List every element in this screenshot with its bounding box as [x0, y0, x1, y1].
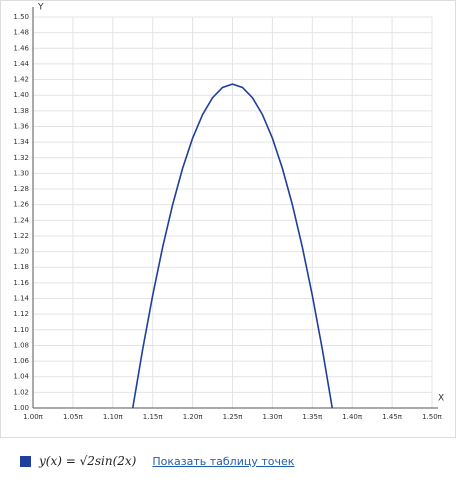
x-tick-label: 1.20π	[183, 413, 204, 421]
y-tick-label: 1.02	[13, 388, 29, 396]
y-tick-label: 1.06	[13, 357, 29, 365]
y-tick-label: 1.44	[13, 60, 29, 68]
points-table-link[interactable]: Показать таблицу точек	[152, 454, 295, 468]
y-tick-label: 1.32	[13, 154, 29, 162]
legend: y(x) = √2sin(2x) Показать таблицу точек	[20, 454, 294, 468]
y-tick-label: 1.26	[13, 201, 29, 209]
y-tick-label: 1.10	[13, 326, 29, 334]
x-tick-label: 1.30π	[262, 413, 283, 421]
x-axis-label: X	[438, 394, 444, 404]
y-tick-label: 1.16	[13, 279, 29, 287]
y-tick-label: 1.30	[13, 169, 29, 177]
y-tick-label: 1.20	[13, 248, 29, 256]
y-tick-label: 1.42	[13, 76, 29, 84]
y-tick-label: 1.50	[13, 13, 29, 21]
x-tick-label: 1.40π	[342, 413, 363, 421]
y-tick-label: 1.04	[13, 373, 29, 381]
y-tick-label: 1.00	[13, 404, 29, 412]
y-tick-label: 1.22	[13, 232, 29, 240]
y-tick-label: 1.14	[13, 295, 29, 303]
y-tick-label: 1.12	[13, 310, 29, 318]
y-axis-label: Y	[37, 3, 44, 13]
y-tick-label: 1.40	[13, 91, 29, 99]
y-tick-label: 1.28	[13, 185, 29, 193]
x-tick-label: 1.05π	[63, 413, 84, 421]
x-tick-label: 1.35π	[302, 413, 323, 421]
x-tick-label: 1.50π	[422, 413, 443, 421]
x-tick-label: 1.10π	[103, 413, 124, 421]
y-tick-label: 1.34	[13, 138, 29, 146]
legend-label: y(x) = √2sin(2x)	[39, 454, 137, 468]
x-tick-label: 1.15π	[143, 413, 164, 421]
x-tick-label: 1.25π	[223, 413, 244, 421]
y-tick-label: 1.18	[13, 263, 29, 271]
y-tick-label: 1.38	[13, 107, 29, 115]
y-tick-label: 1.24	[13, 216, 29, 224]
chart: X Y 1.00 1.02 1.04 1.06 1.08 1.10 1.12 1.14 1.16…	[0, 0, 456, 438]
y-tick-label: 1.08	[13, 341, 29, 349]
y-tick-label: 1.46	[13, 44, 29, 52]
x-tick-label: 1.00π	[23, 413, 44, 421]
y-tick-label: 1.36	[13, 122, 29, 130]
series-line	[131, 83, 334, 409]
chart-frame	[0, 0, 456, 438]
x-tick-label: 1.45π	[382, 413, 403, 421]
y-tick-label: 1.48	[13, 29, 29, 37]
legend-swatch	[20, 455, 31, 467]
